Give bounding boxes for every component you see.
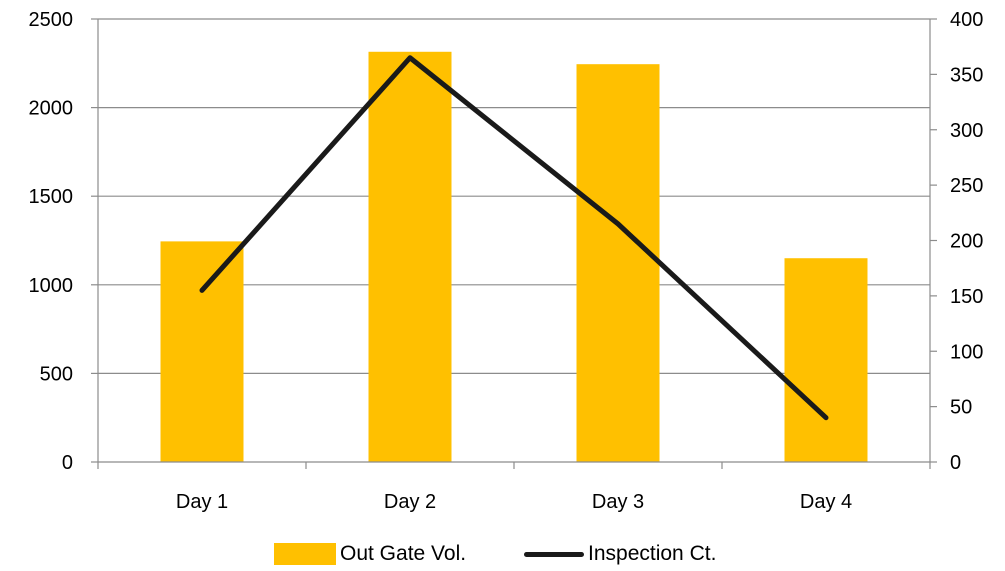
right-tick-label: 250 [950, 175, 983, 197]
left-tick-label: 2500 [29, 9, 74, 31]
series-line [199, 55, 829, 421]
left-tick-label: 1500 [29, 186, 74, 208]
left-tick-label: 1000 [29, 275, 74, 297]
right-tick-label: 50 [950, 397, 972, 419]
right-tick-label: 200 [950, 231, 983, 253]
right-tick-label: 100 [950, 341, 983, 363]
legend-bar-swatch [274, 543, 336, 565]
legend: Out Gate Vol. Inspection Ct. [0, 540, 1005, 568]
legend-item-inspection-ct: Inspection Ct. [524, 540, 716, 568]
bar [160, 241, 244, 462]
left-axis-tick-labels: 0 500 1000 1500 2000 2500 [29, 9, 74, 474]
line-series-inspection-ct [199, 55, 829, 421]
left-tick-label: 0 [62, 452, 73, 474]
legend-label-inspection-ct: Inspection Ct. [588, 542, 717, 565]
bar [784, 258, 868, 462]
x-tick-label: Day 2 [384, 491, 436, 513]
x-tick-label: Day 4 [800, 491, 852, 513]
bar [576, 64, 660, 462]
right-tick-label: 0 [950, 452, 961, 474]
right-tick-label: 350 [950, 64, 983, 86]
right-tick-label: 300 [950, 120, 983, 142]
bar-series-out-gate-vol [160, 51, 868, 462]
legend-label-out-gate-vol: Out Gate Vol. [340, 542, 467, 565]
bar [368, 51, 452, 462]
legend-item-out-gate-vol: Out Gate Vol. [274, 540, 466, 568]
right-tick-label: 400 [950, 9, 983, 31]
x-axis-tick-labels: Day 1 Day 2 Day 3 Day 4 [176, 491, 852, 513]
x-tick-label: Day 3 [592, 491, 644, 513]
combo-chart: 0 500 1000 1500 2000 2500 0 50 100 150 200 250 300 3… [29, 9, 984, 513]
axes [91, 18, 937, 469]
x-tick-label: Day 1 [176, 491, 228, 513]
left-tick-label: 500 [40, 363, 73, 385]
left-tick-label: 2000 [29, 98, 74, 120]
right-tick-label: 150 [950, 286, 983, 308]
legend-line-swatch [524, 551, 584, 557]
right-axis-tick-labels: 0 50 100 150 200 250 300 350 400 [950, 9, 983, 474]
